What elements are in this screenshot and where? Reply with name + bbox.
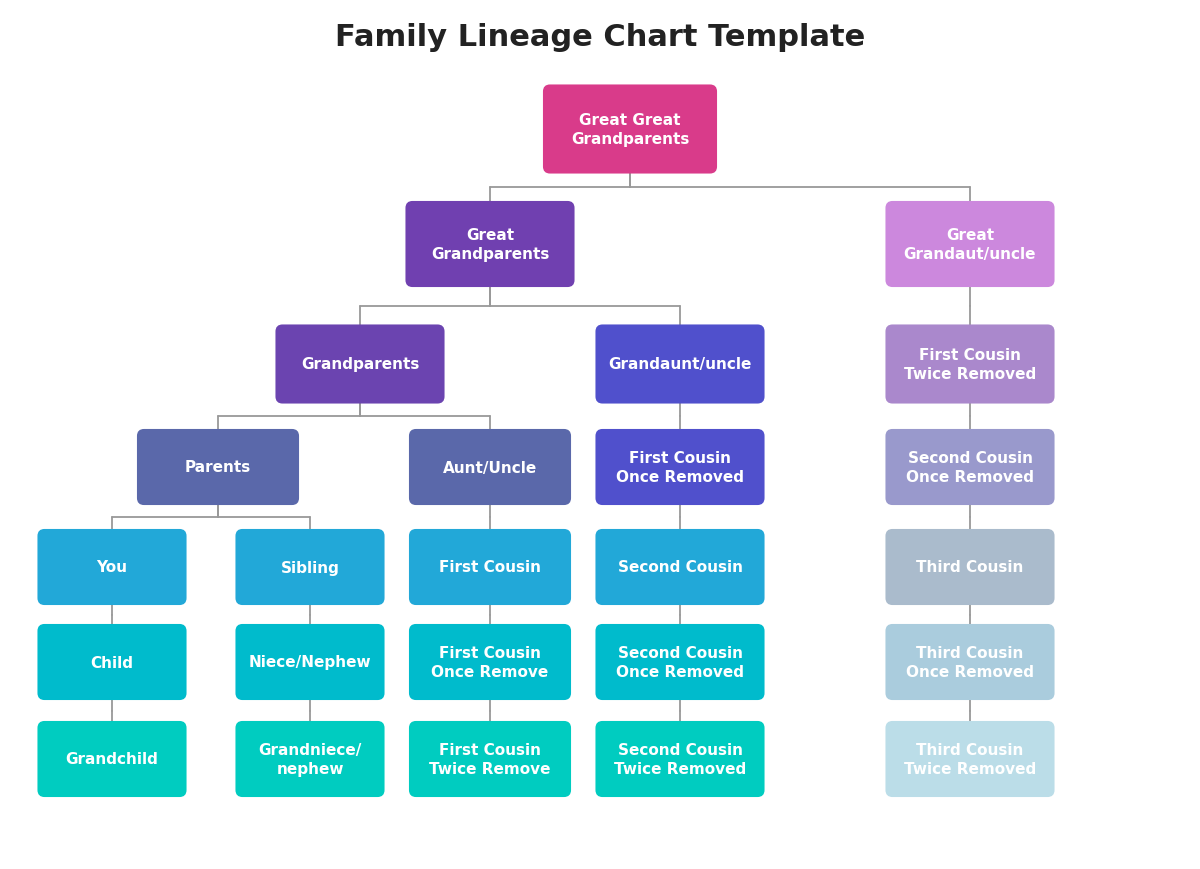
FancyBboxPatch shape: [38, 626, 186, 700]
FancyBboxPatch shape: [138, 430, 298, 504]
FancyBboxPatch shape: [887, 530, 1054, 604]
Text: Great
Grandparents: Great Grandparents: [431, 228, 550, 262]
Text: First Cousin
Twice Removed: First Cousin Twice Removed: [904, 348, 1036, 381]
Text: Great Great
Grandparents: Great Great Grandparents: [571, 113, 689, 147]
FancyBboxPatch shape: [887, 202, 1054, 287]
FancyBboxPatch shape: [596, 430, 763, 504]
FancyBboxPatch shape: [887, 430, 1054, 504]
Text: Great
Grandaut/uncle: Great Grandaut/uncle: [904, 228, 1037, 262]
FancyBboxPatch shape: [407, 202, 574, 287]
FancyBboxPatch shape: [236, 722, 384, 796]
Text: Second Cousin
Once Removed: Second Cousin Once Removed: [616, 646, 744, 679]
FancyBboxPatch shape: [276, 326, 444, 403]
Text: Niece/Nephew: Niece/Nephew: [248, 654, 371, 670]
FancyBboxPatch shape: [38, 530, 186, 604]
FancyBboxPatch shape: [544, 86, 716, 173]
Text: Sibling: Sibling: [281, 560, 340, 574]
Text: Second Cousin: Second Cousin: [618, 560, 743, 574]
FancyBboxPatch shape: [596, 326, 763, 403]
Text: Grandparents: Grandparents: [301, 357, 419, 372]
Text: Child: Child: [90, 654, 133, 670]
FancyBboxPatch shape: [236, 530, 384, 604]
Text: First Cousin: First Cousin: [439, 560, 541, 574]
FancyBboxPatch shape: [38, 722, 186, 796]
Text: Third Cousin
Twice Removed: Third Cousin Twice Removed: [904, 742, 1036, 776]
Text: Grandchild: Grandchild: [66, 752, 158, 766]
Text: First Cousin
Twice Remove: First Cousin Twice Remove: [430, 742, 551, 776]
FancyBboxPatch shape: [596, 722, 763, 796]
Text: First Cousin
Once Remove: First Cousin Once Remove: [431, 646, 548, 679]
Text: Grandniece/
nephew: Grandniece/ nephew: [258, 742, 361, 776]
FancyBboxPatch shape: [410, 530, 570, 604]
Text: Parents: Parents: [185, 460, 251, 475]
FancyBboxPatch shape: [887, 722, 1054, 796]
FancyBboxPatch shape: [887, 626, 1054, 700]
FancyBboxPatch shape: [410, 722, 570, 796]
FancyBboxPatch shape: [410, 430, 570, 504]
FancyBboxPatch shape: [596, 530, 763, 604]
Text: Second Cousin
Twice Removed: Second Cousin Twice Removed: [614, 742, 746, 776]
FancyBboxPatch shape: [596, 626, 763, 700]
FancyBboxPatch shape: [410, 626, 570, 700]
Text: First Cousin
Once Removed: First Cousin Once Removed: [616, 451, 744, 484]
Text: Family Lineage Chart Template: Family Lineage Chart Template: [335, 23, 865, 52]
Text: Third Cousin
Once Removed: Third Cousin Once Removed: [906, 646, 1034, 679]
Text: You: You: [96, 560, 127, 574]
FancyBboxPatch shape: [236, 626, 384, 700]
FancyBboxPatch shape: [887, 326, 1054, 403]
Text: Grandaunt/uncle: Grandaunt/uncle: [608, 357, 751, 372]
Text: Third Cousin: Third Cousin: [917, 560, 1024, 574]
Text: Second Cousin
Once Removed: Second Cousin Once Removed: [906, 451, 1034, 484]
Text: Aunt/Uncle: Aunt/Uncle: [443, 460, 538, 475]
